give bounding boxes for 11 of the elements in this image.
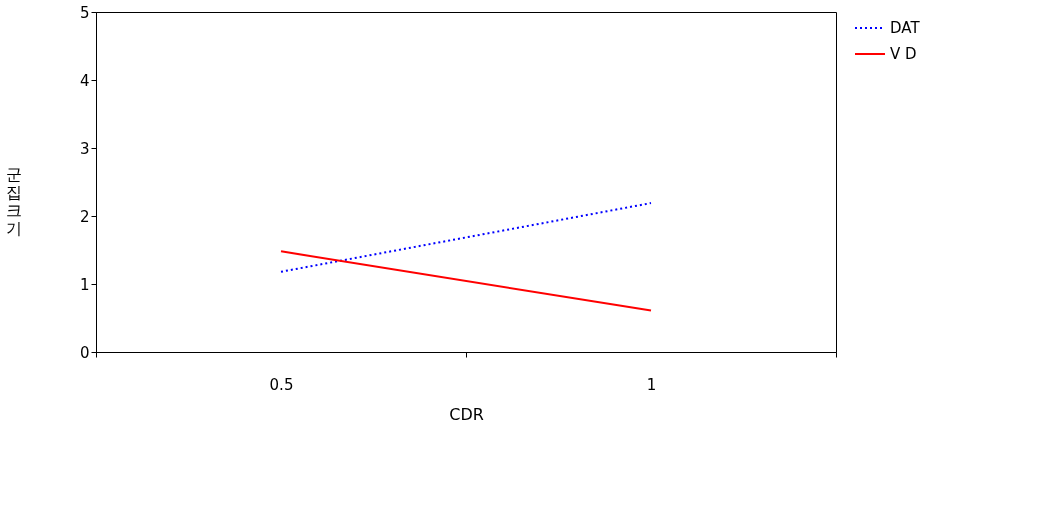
y-tick-label: 0 xyxy=(79,343,90,362)
legend-label: V D xyxy=(890,45,917,63)
y-tick-label: 3 xyxy=(79,139,90,158)
y-axis-title: 군집크기 xyxy=(5,164,22,238)
x-axis-title: CDR xyxy=(449,404,484,424)
y-tick-label: 1 xyxy=(79,275,90,294)
y-tick-label: 2 xyxy=(79,207,90,226)
x-tick-label: 0.5 xyxy=(269,375,294,394)
legend-label: DAT xyxy=(890,19,921,37)
y-tick-label: 4 xyxy=(79,71,90,90)
y-tick-label: 5 xyxy=(79,3,90,22)
